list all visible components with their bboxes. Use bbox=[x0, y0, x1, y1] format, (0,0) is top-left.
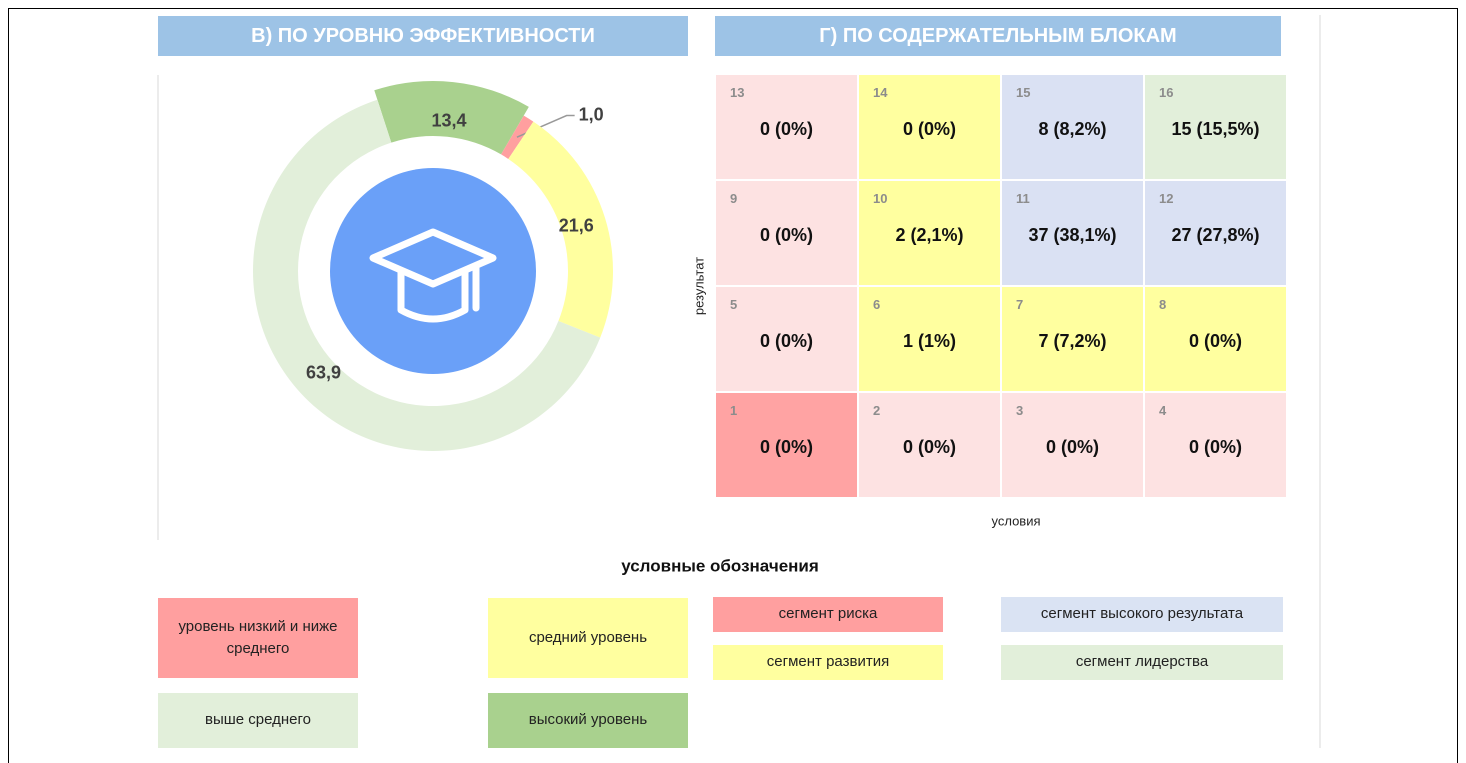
matrix-cell: 10 2 (2,1%) bbox=[858, 180, 1001, 286]
icon-circle bbox=[330, 168, 536, 374]
cell-value: 0 (0%) bbox=[759, 225, 813, 245]
cell-number: 7 bbox=[1016, 297, 1024, 312]
cell-value: 15 (15,5%) bbox=[1171, 119, 1260, 139]
matrix-cell: 12 27 (27,8%) bbox=[1144, 180, 1287, 286]
segment-legend-item: сегмент развития bbox=[713, 645, 943, 680]
cell-value: 0 (0%) bbox=[1188, 331, 1242, 351]
matrix-cell: 3 0 (0%) bbox=[1001, 392, 1144, 498]
x-axis-label: условия bbox=[991, 513, 1040, 528]
cell-number: 1 bbox=[730, 403, 738, 418]
frame bbox=[8, 8, 1458, 763]
matrix-cell: 1 0 (0%) bbox=[715, 392, 858, 498]
matrix-cell: 13 0 (0%) bbox=[715, 74, 858, 180]
y-axis-label: результат bbox=[691, 257, 706, 315]
matrix-cell: 5 0 (0%) bbox=[715, 286, 858, 392]
cell-number: 4 bbox=[1159, 403, 1167, 418]
data-label: 21,6 bbox=[559, 215, 594, 235]
cell-number: 15 bbox=[1016, 85, 1031, 100]
cell-number: 10 bbox=[873, 191, 888, 206]
matrix-cell: 16 15 (15,5%) bbox=[1144, 74, 1287, 180]
legend-item: высокий уровень bbox=[488, 693, 688, 748]
cell-value: 0 (0%) bbox=[902, 119, 956, 139]
cell-number: 6 bbox=[873, 297, 881, 312]
cell-value: 0 (0%) bbox=[1045, 437, 1099, 457]
matrix-cell: 6 1 (1%) bbox=[858, 286, 1001, 392]
donut-title: В) ПО УРОВНЮ ЭФФЕКТИВНОСТИ bbox=[158, 16, 688, 56]
cell-value: 7 (7,2%) bbox=[1038, 331, 1107, 351]
data-label: 13,4 bbox=[432, 111, 467, 131]
cell-number: 11 bbox=[1016, 191, 1030, 206]
cell-value: 0 (0%) bbox=[902, 437, 956, 457]
cell-number: 12 bbox=[1159, 191, 1174, 206]
matrix-cell: 2 0 (0%) bbox=[858, 392, 1001, 498]
cell-number: 14 bbox=[873, 85, 888, 100]
matrix-cell: 8 0 (0%) bbox=[1144, 286, 1287, 392]
cell-number: 5 bbox=[730, 297, 738, 312]
cell-value: 27 (27,8%) bbox=[1171, 225, 1260, 245]
cell-number: 9 bbox=[730, 191, 738, 206]
segment-legend-item: сегмент высокого результата bbox=[1001, 597, 1283, 632]
legend-item: уровень низкий и ниже среднего bbox=[158, 598, 358, 678]
cell-value: 0 (0%) bbox=[759, 437, 813, 457]
cell-number: 3 bbox=[1016, 403, 1024, 418]
cell-number: 16 bbox=[1159, 85, 1174, 100]
legend-item: средний уровень bbox=[488, 598, 688, 678]
segment-legend-item: сегмент лидерства bbox=[1001, 645, 1283, 680]
matrix-cell: 9 0 (0%) bbox=[715, 180, 858, 286]
matrix-cell: 4 0 (0%) bbox=[1144, 392, 1287, 498]
cell-number: 8 bbox=[1159, 297, 1167, 312]
cell-value: 1 (1%) bbox=[902, 331, 956, 351]
cell-value: 37 (38,1%) bbox=[1028, 225, 1117, 245]
matrix-cell: 7 7 (7,2%) bbox=[1001, 286, 1144, 392]
data-label: 63,9 bbox=[306, 362, 341, 382]
donut: 13,4 1,0 21,6 63,9 bbox=[252, 81, 613, 452]
cell-value: 2 (2,1%) bbox=[895, 225, 964, 245]
cell-number: 13 bbox=[730, 85, 745, 100]
cell-value: 0 (0%) bbox=[759, 331, 813, 351]
matrix-title: Г) ПО СОДЕРЖАТЕЛЬНЫМ БЛОКАМ bbox=[715, 16, 1281, 56]
matrix-cell: 11 37 (38,1%) bbox=[1001, 180, 1144, 286]
legend-title: условные обозначения bbox=[621, 556, 819, 575]
donut-segment bbox=[508, 121, 613, 338]
data-label: 1,0 bbox=[579, 104, 604, 124]
segment-legend-item: сегмент риска bbox=[713, 597, 943, 632]
cell-value: 0 (0%) bbox=[1188, 437, 1242, 457]
matrix-cell: 15 8 (8,2%) bbox=[1001, 74, 1144, 180]
donut-segment bbox=[374, 81, 529, 155]
matrix-cell: 14 0 (0%) bbox=[858, 74, 1001, 180]
legend-item: выше среднего bbox=[158, 693, 358, 748]
cell-value: 8 (8,2%) bbox=[1038, 119, 1107, 139]
cell-value: 0 (0%) bbox=[759, 119, 813, 139]
cap-icon bbox=[369, 228, 497, 323]
cell-number: 2 bbox=[873, 403, 881, 418]
